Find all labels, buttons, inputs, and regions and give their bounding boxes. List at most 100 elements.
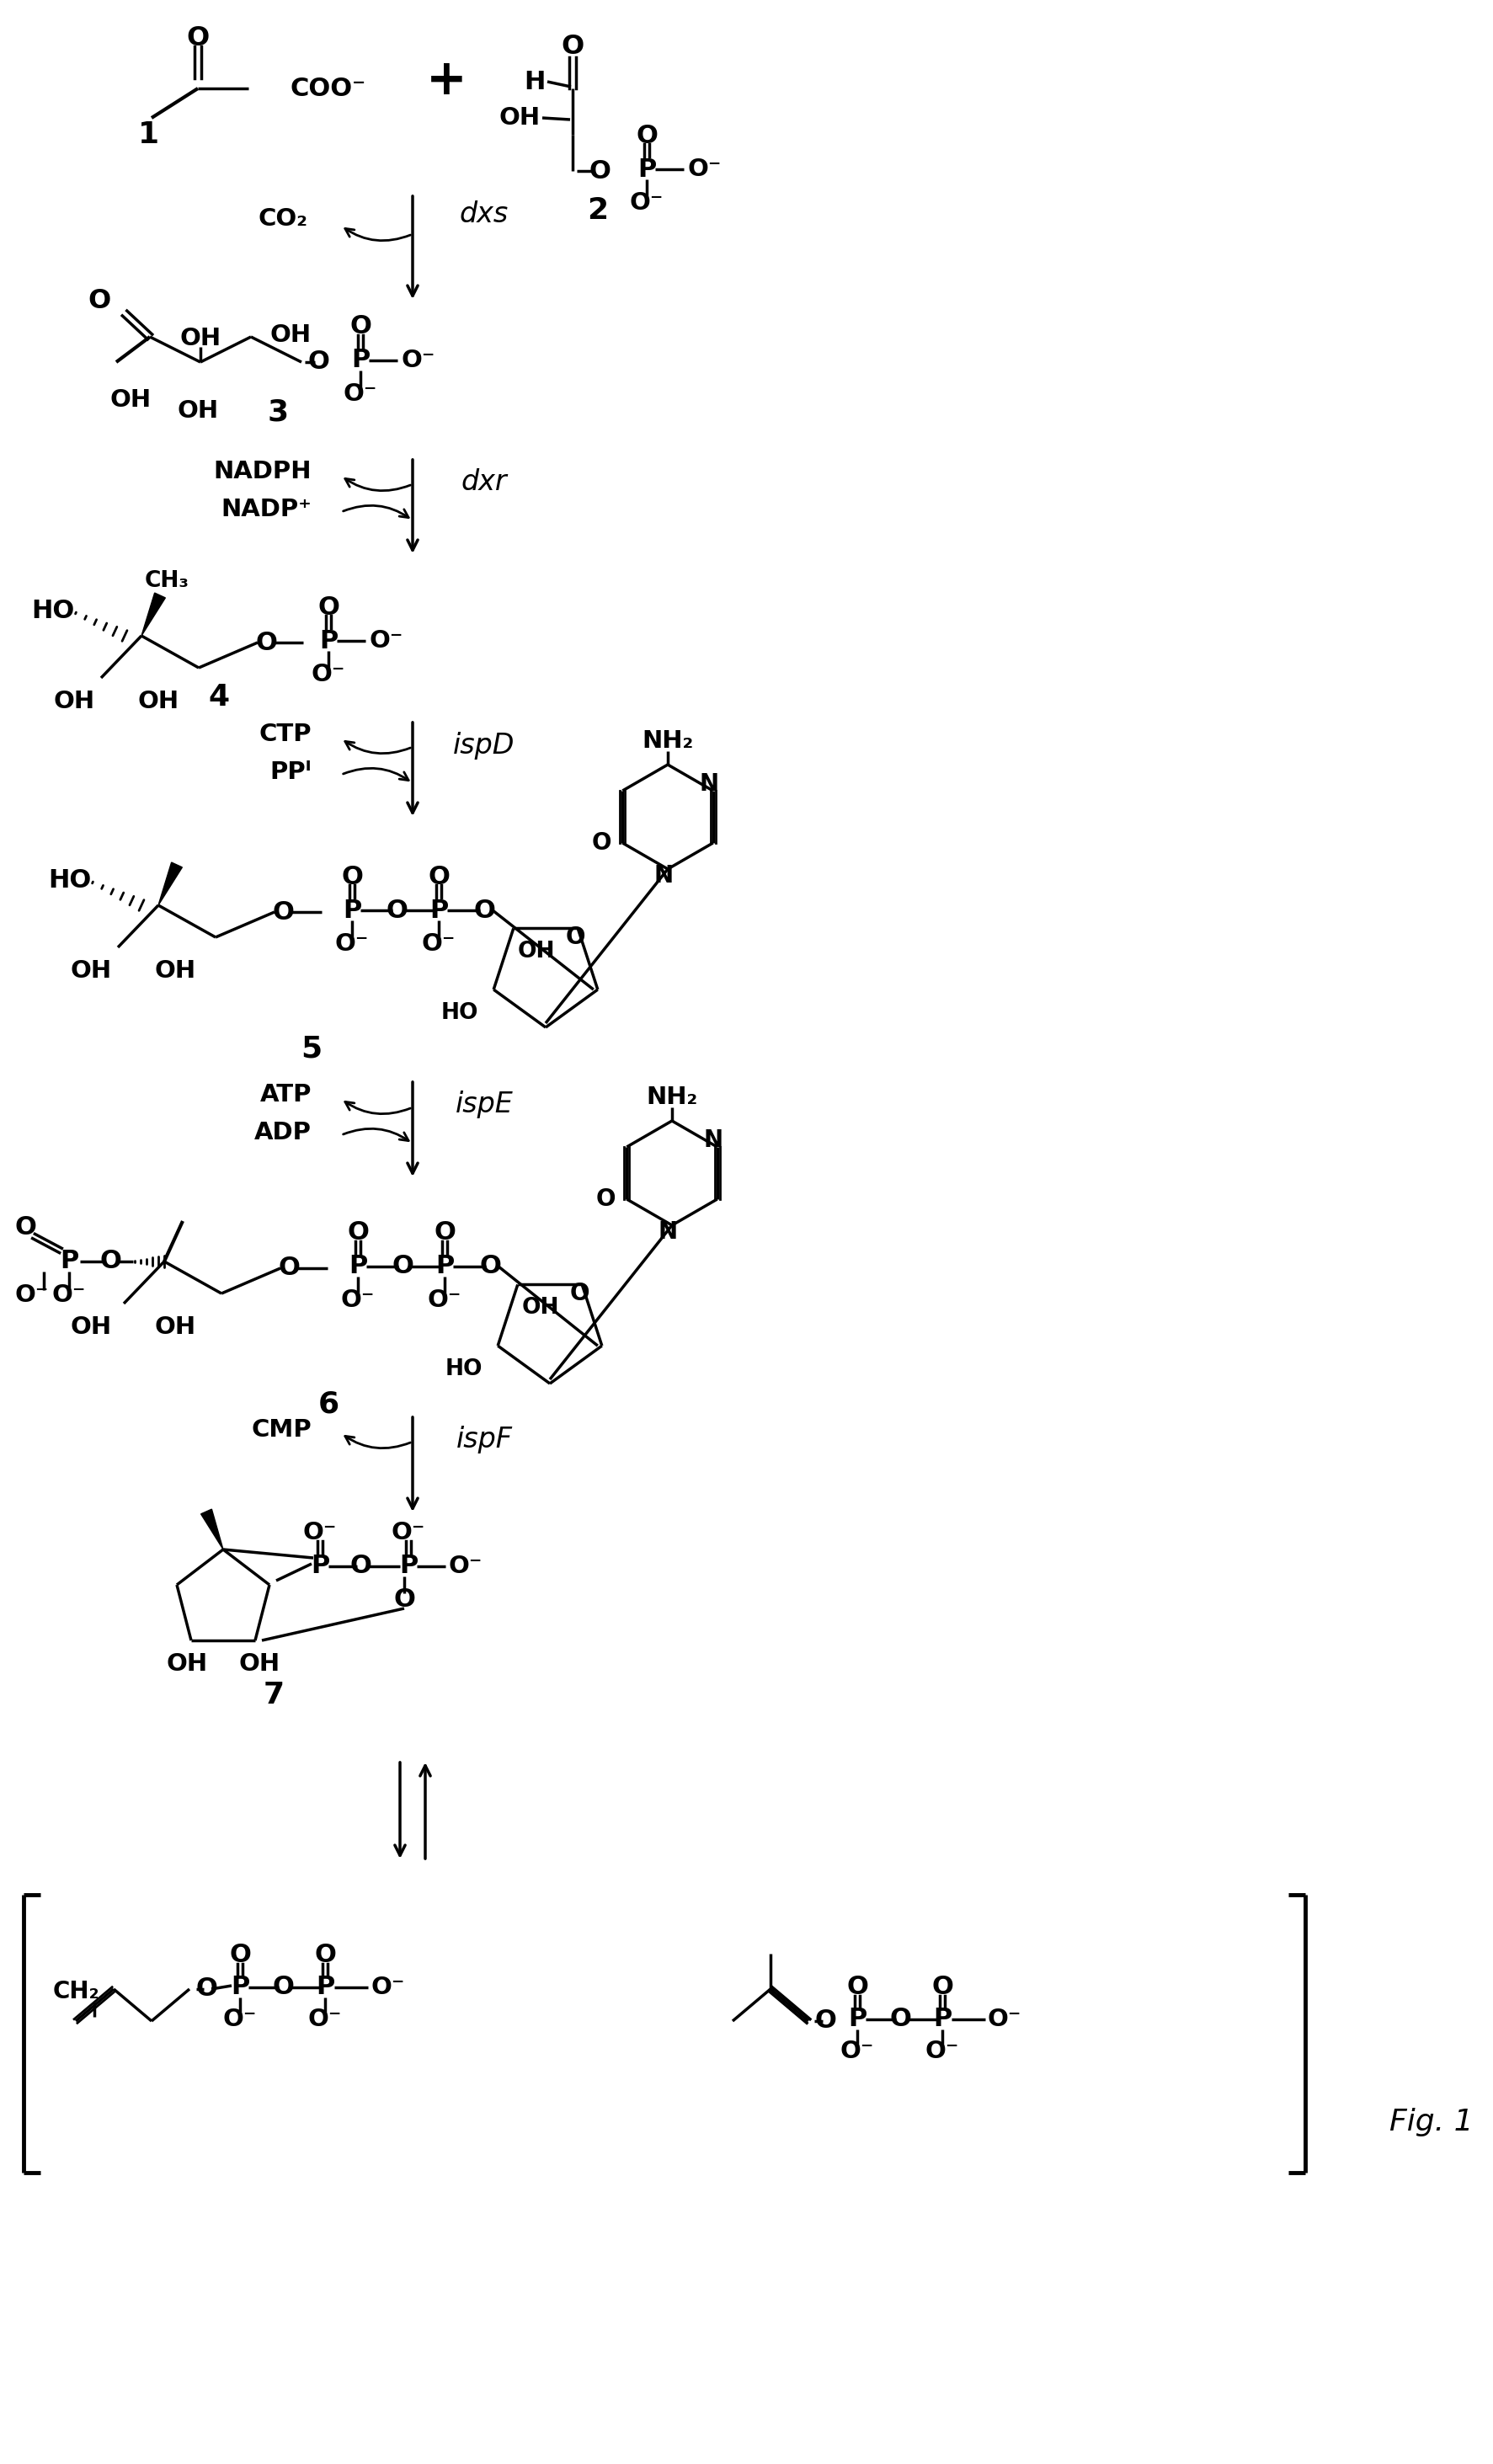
Text: O⁻: O⁻	[427, 1289, 461, 1311]
Text: O⁻: O⁻	[312, 663, 345, 687]
Text: O⁻: O⁻	[421, 931, 455, 956]
Text: O: O	[318, 594, 339, 618]
Text: OH: OH	[54, 690, 94, 712]
Text: O: O	[479, 1254, 502, 1279]
Text: O: O	[278, 1257, 300, 1281]
Text: OH: OH	[137, 690, 179, 712]
Text: O: O	[588, 158, 611, 182]
Text: CO₂: CO₂	[258, 207, 308, 232]
Text: PPᴵ: PPᴵ	[270, 761, 312, 784]
Text: O⁻: O⁻	[687, 158, 721, 180]
Text: O: O	[391, 1254, 414, 1279]
Text: HO: HO	[440, 1003, 478, 1025]
Text: O⁻: O⁻	[52, 1284, 87, 1306]
Text: CH₃: CH₃	[145, 569, 190, 591]
Text: P: P	[933, 2008, 951, 2033]
Text: P: P	[351, 347, 370, 372]
Text: O⁻: O⁻	[343, 382, 378, 407]
Text: O⁻: O⁻	[988, 2008, 1021, 2030]
Text: P: P	[311, 1555, 330, 1579]
Text: NH₂: NH₂	[646, 1087, 697, 1109]
Text: O: O	[385, 897, 408, 922]
Text: O: O	[814, 2008, 836, 2033]
Text: H: H	[524, 69, 545, 94]
Text: OH: OH	[70, 1316, 112, 1338]
Text: O⁻: O⁻	[303, 1520, 337, 1545]
Text: O⁻: O⁻	[308, 2008, 342, 2030]
Text: O⁻: O⁻	[15, 1284, 49, 1306]
Text: OH: OH	[499, 106, 540, 131]
Text: 5: 5	[302, 1035, 322, 1062]
Text: P: P	[348, 1254, 367, 1279]
Text: ADP: ADP	[254, 1121, 312, 1143]
Text: O: O	[255, 631, 278, 655]
Text: O: O	[636, 123, 657, 148]
Text: O: O	[187, 25, 209, 52]
Text: P: P	[638, 158, 655, 182]
Text: 3: 3	[267, 399, 288, 426]
Text: O: O	[100, 1249, 121, 1274]
Text: CMP: CMP	[251, 1419, 312, 1441]
Text: O: O	[349, 1555, 372, 1579]
Text: +: +	[426, 57, 467, 103]
Text: HO: HO	[48, 867, 91, 892]
Text: O: O	[346, 1220, 369, 1244]
Text: O⁻: O⁻	[400, 347, 434, 372]
Text: 1: 1	[139, 121, 160, 148]
Text: O⁻: O⁻	[841, 2040, 875, 2062]
Text: O: O	[890, 2008, 911, 2033]
Text: O: O	[308, 350, 328, 375]
Text: N: N	[654, 865, 673, 887]
Text: O: O	[932, 1976, 953, 2001]
Text: O⁻: O⁻	[340, 1289, 375, 1311]
Text: O: O	[434, 1220, 455, 1244]
Text: O: O	[196, 1976, 216, 2001]
Text: O: O	[393, 1587, 415, 1611]
Text: dxs: dxs	[460, 202, 509, 229]
Text: COO⁻: COO⁻	[291, 76, 366, 101]
Text: O⁻: O⁻	[334, 931, 369, 956]
Text: OH: OH	[239, 1653, 281, 1676]
Text: O: O	[314, 1944, 336, 1969]
Text: OH: OH	[166, 1653, 208, 1676]
Text: NADP⁺: NADP⁺	[221, 498, 312, 522]
Text: O: O	[847, 1976, 867, 2001]
Text: O: O	[591, 830, 612, 855]
Text: NH₂: NH₂	[642, 729, 694, 754]
Text: O⁻: O⁻	[369, 628, 403, 653]
Text: ispF: ispF	[455, 1427, 512, 1454]
Text: O: O	[272, 899, 294, 924]
Text: 2: 2	[587, 197, 609, 224]
Text: OH: OH	[269, 323, 311, 347]
Text: OH: OH	[523, 1296, 560, 1318]
Text: 7: 7	[263, 1680, 284, 1710]
Text: O⁻: O⁻	[449, 1555, 482, 1577]
Text: OH: OH	[154, 1316, 196, 1338]
Text: NADPH: NADPH	[213, 461, 312, 483]
Text: O⁻: O⁻	[391, 1520, 426, 1545]
Text: ispE: ispE	[455, 1092, 514, 1119]
Text: ispD: ispD	[454, 732, 515, 759]
Text: O: O	[596, 1188, 615, 1210]
Text: O: O	[228, 1944, 251, 1969]
Text: OH: OH	[70, 958, 112, 983]
Text: N: N	[699, 771, 718, 796]
Text: O⁻: O⁻	[370, 1976, 405, 1998]
Text: CH₂: CH₂	[52, 1979, 99, 2003]
Text: O: O	[340, 865, 363, 890]
Text: dxr: dxr	[461, 468, 508, 495]
Text: HO: HO	[31, 599, 75, 623]
Text: O: O	[349, 315, 372, 340]
Text: O: O	[566, 926, 585, 949]
Text: O⁻: O⁻	[926, 2040, 960, 2062]
Text: P: P	[399, 1555, 418, 1579]
Text: N: N	[703, 1129, 723, 1153]
Text: P: P	[342, 897, 361, 922]
Text: O: O	[15, 1215, 36, 1239]
Polygon shape	[202, 1508, 222, 1550]
Text: 4: 4	[209, 683, 230, 712]
Polygon shape	[158, 862, 182, 904]
Text: O⁻: O⁻	[222, 2008, 257, 2030]
Text: P: P	[230, 1976, 249, 2001]
Text: P: P	[315, 1976, 334, 2001]
